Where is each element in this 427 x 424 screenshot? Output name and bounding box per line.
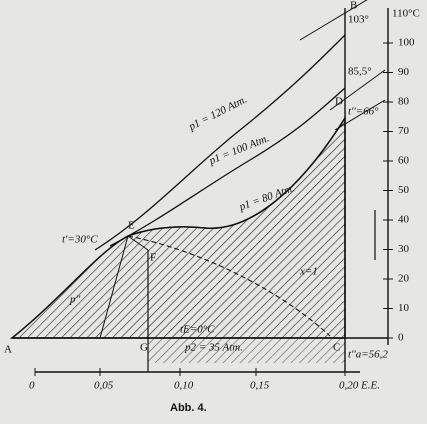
x-tick-label: 0,20 E.E. <box>339 380 380 392</box>
isobar-120 <box>94 34 346 251</box>
y-tick-label: 100 <box>398 37 415 49</box>
curve-label: p'' <box>69 294 81 306</box>
expansion-line <box>99 235 129 339</box>
x-tick-label: 0,10 <box>174 380 194 392</box>
x-tick-label: 0,05 <box>94 380 114 392</box>
x1-curve <box>127 235 331 337</box>
y-tick-label: 80 <box>398 96 410 108</box>
lower-hatched-area <box>148 338 345 363</box>
y-tick-label: 50 <box>398 184 410 196</box>
temp-label: t'=30°C <box>62 234 98 246</box>
point-label: D <box>335 96 343 108</box>
cross-line <box>299 0 368 41</box>
isobar-100 <box>109 87 346 247</box>
temp-label: 85,5° <box>348 66 372 78</box>
y-unit: 110°C <box>392 8 420 20</box>
y-tick-label: 0 <box>398 332 404 344</box>
temp-label: t''=66° <box>348 106 379 118</box>
y-tick-label: 10 <box>398 302 410 314</box>
point-label: F <box>150 252 156 264</box>
temp-label: tE=0°C <box>180 324 215 336</box>
point-label: B <box>350 0 357 12</box>
caption: Abb. 4. <box>170 402 207 414</box>
point-label: G <box>140 342 148 354</box>
x-tick-label: 0 <box>29 380 35 392</box>
point-label: C <box>333 342 340 354</box>
temp-label: t''a=56,2 <box>348 349 388 361</box>
y-tick-label: 30 <box>398 243 410 255</box>
y-tick-label: 20 <box>398 273 410 285</box>
point-label: E <box>128 220 135 232</box>
y-tick-label: 70 <box>398 125 410 137</box>
temp-label: 103° <box>348 14 369 26</box>
y-tick-label: 90 <box>398 66 410 78</box>
cross-line <box>329 69 386 111</box>
y-tick-label: 40 <box>398 214 410 226</box>
cross-line <box>334 99 386 131</box>
point-label: A <box>4 344 12 356</box>
x-tick-label: 0,15 <box>250 380 270 392</box>
curve-label: p2 = 35 Atm. <box>184 342 243 354</box>
isobar-80 <box>127 117 346 237</box>
y-tick-label: 60 <box>398 155 410 167</box>
line-EF <box>127 235 149 251</box>
curve-label: x=1 <box>299 266 318 278</box>
